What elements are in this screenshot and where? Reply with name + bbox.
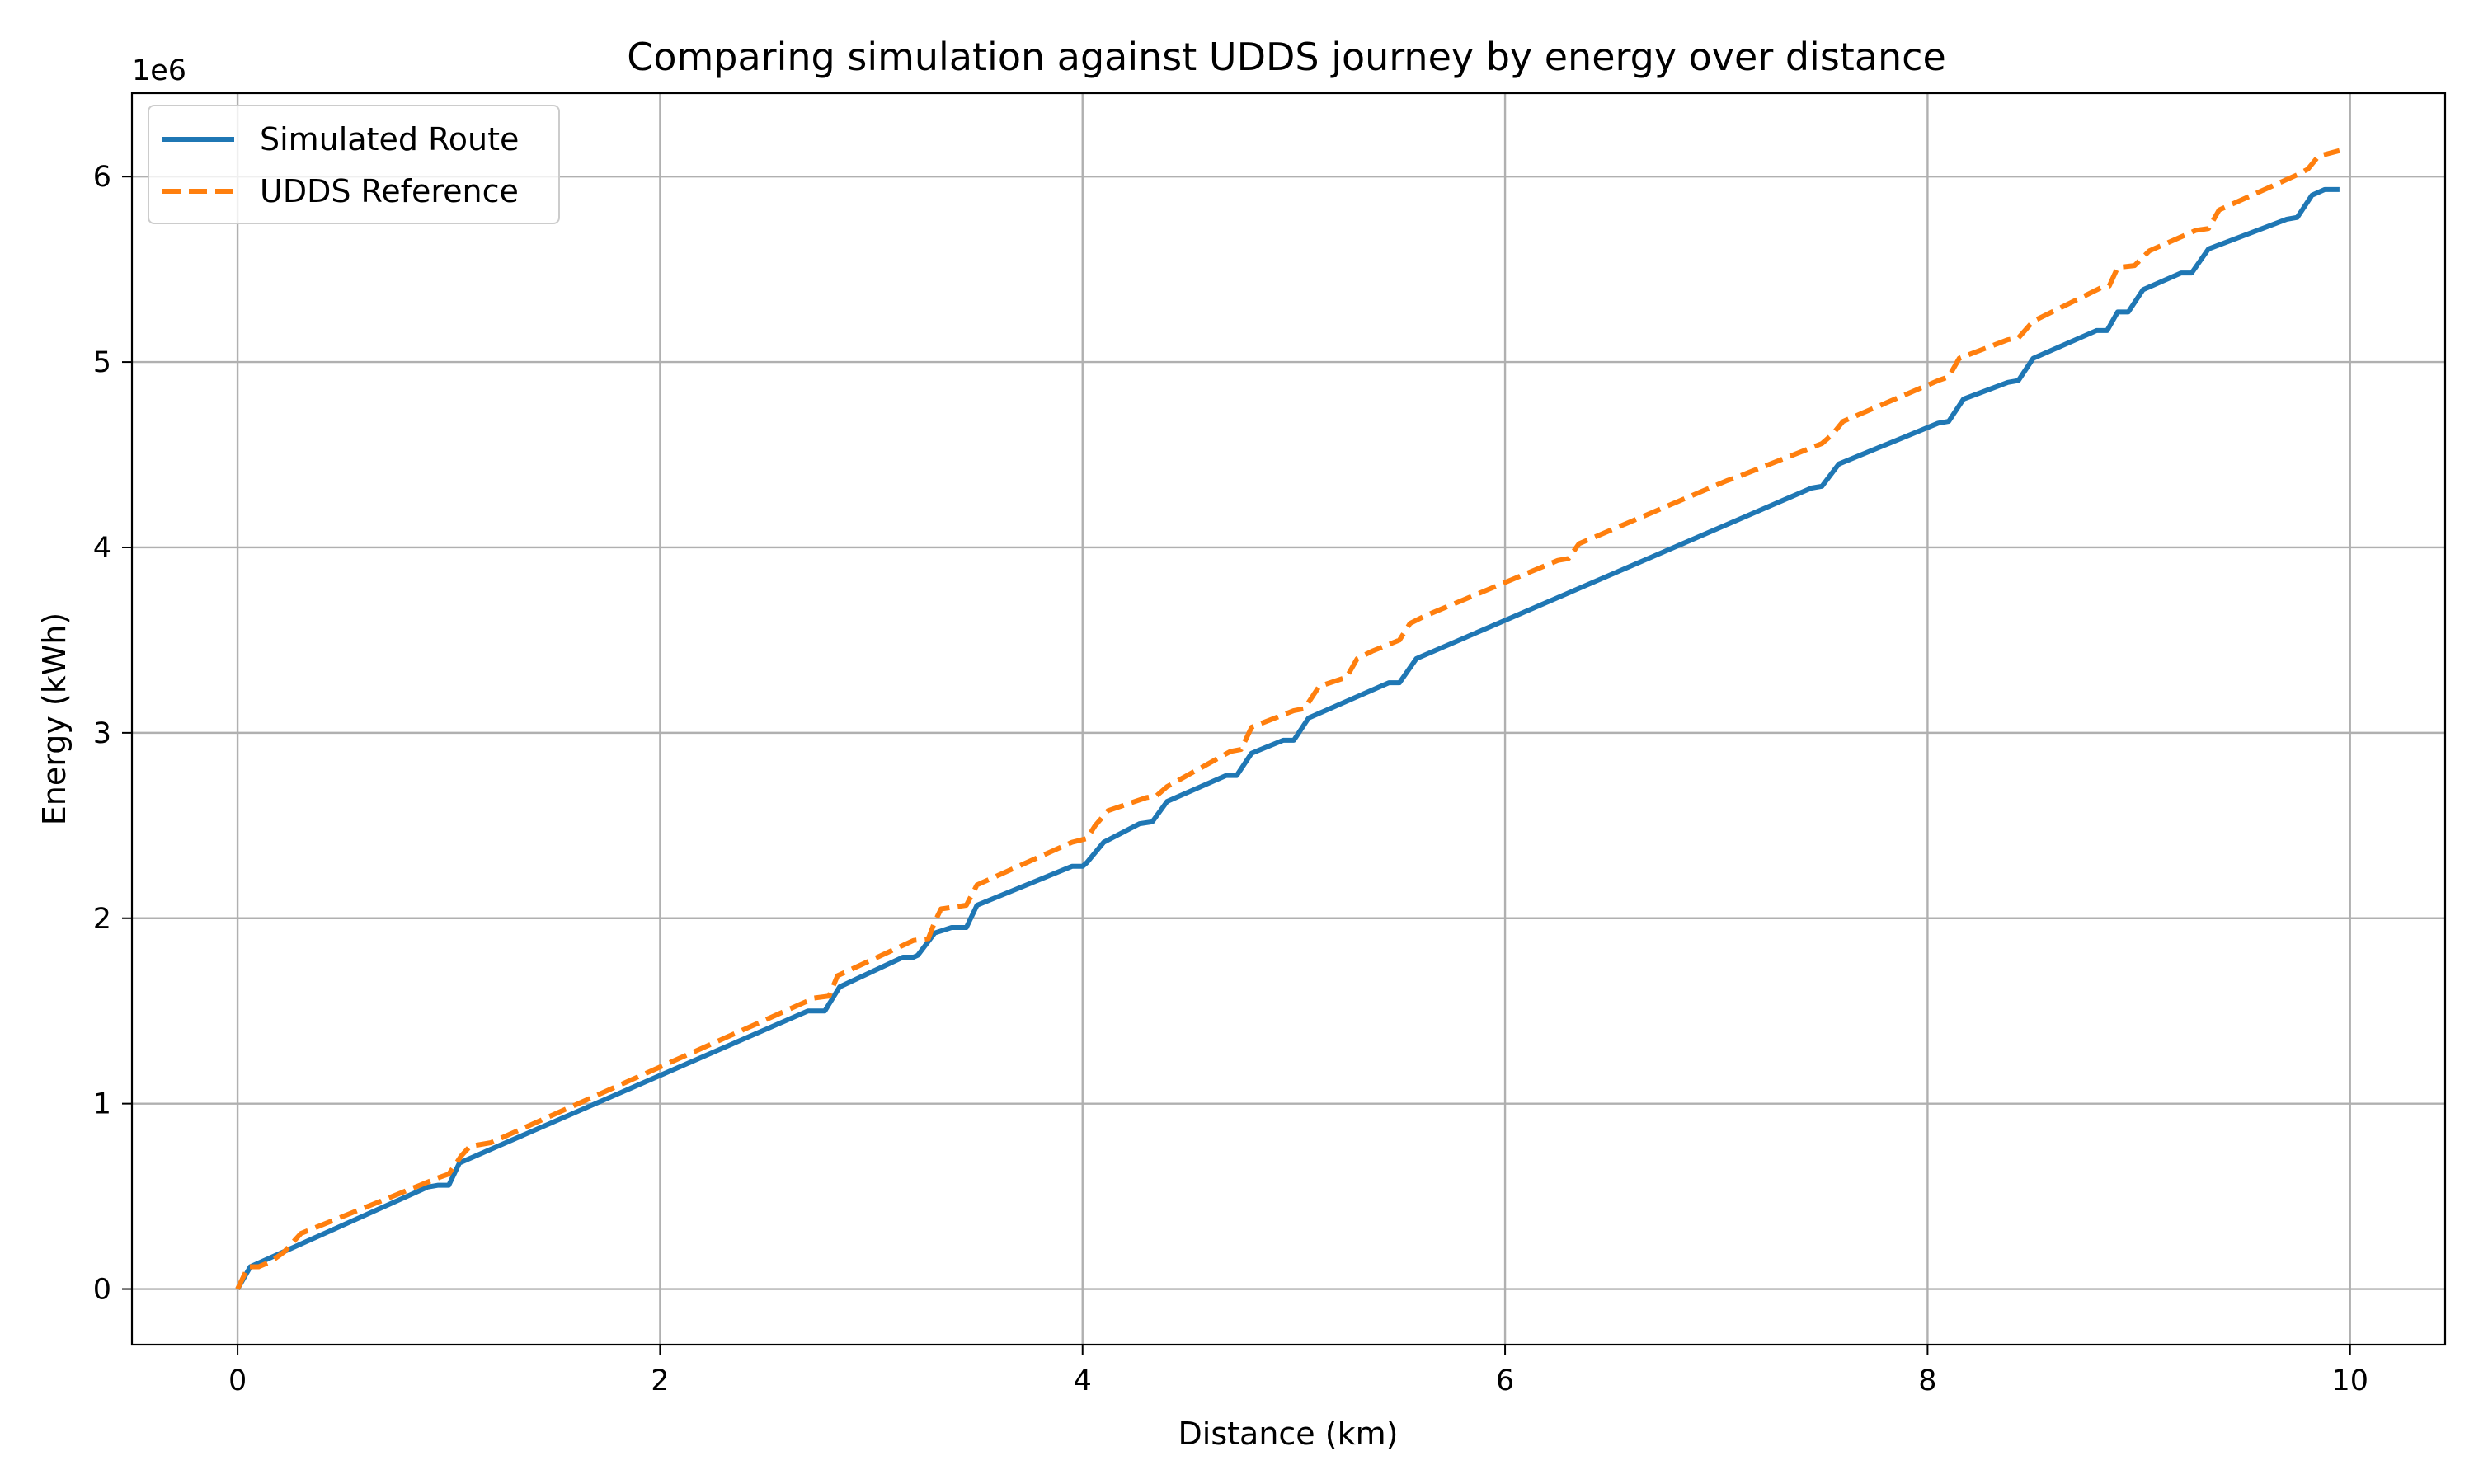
x-axis-label: Distance (km): [1178, 1416, 1399, 1452]
series-line-simulated-route: [235, 186, 2340, 1290]
y-tick-label: 0: [93, 1274, 111, 1307]
y-axis-ticks: 0 1 2 3 4 5 6: [93, 161, 132, 1307]
grid-lines: [132, 93, 2445, 1345]
x-tick-label: 0: [228, 1364, 247, 1397]
y-tick-label: 5: [93, 346, 111, 379]
legend-box: [148, 105, 560, 224]
legend-label-simulated-route: Simulated Route: [260, 121, 519, 157]
y-tick-label: 4: [93, 532, 111, 565]
plot-area: [130, 92, 2447, 1346]
plot-frame: [130, 92, 2447, 1346]
chart-title: Comparing simulation against UDDS journe…: [627, 35, 1946, 79]
legend: Simulated Route UDDS Reference: [148, 105, 560, 224]
y-tick-label: 6: [93, 161, 111, 194]
legend-label-udds-reference: UDDS Reference: [260, 173, 519, 209]
y-tick-label: 3: [93, 717, 111, 750]
y-tick-label: 2: [93, 903, 111, 936]
x-tick-label: 10: [2331, 1364, 2368, 1397]
series-line-udds-reference: [235, 148, 2340, 1290]
x-tick-label: 8: [1918, 1364, 1936, 1397]
x-tick-label: 4: [1074, 1364, 1092, 1397]
x-axis-ticks: 0 2 4 6 8 10: [228, 1345, 2368, 1397]
series-lines: [235, 148, 2340, 1290]
y-tick-label: 1: [93, 1088, 111, 1121]
y-axis-multiplier: 1e6: [132, 54, 186, 87]
x-tick-label: 6: [1496, 1364, 1514, 1397]
x-tick-label: 2: [651, 1364, 669, 1397]
y-axis-label: Energy (kWh): [36, 613, 73, 825]
